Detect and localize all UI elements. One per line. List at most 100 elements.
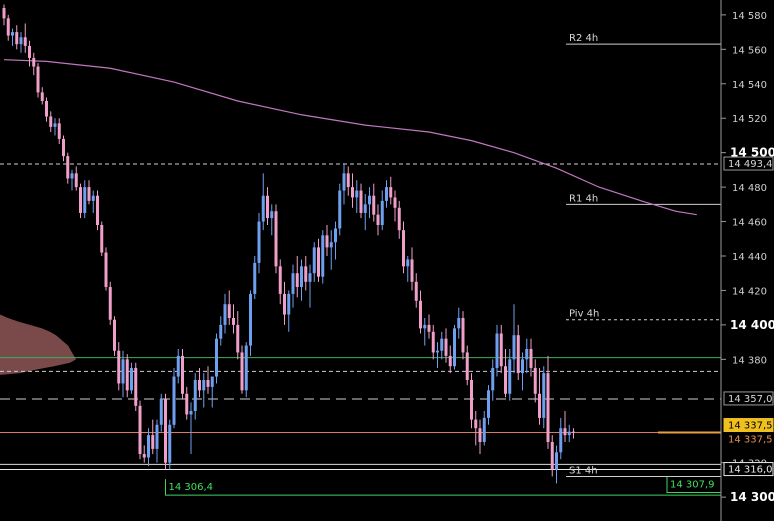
candle-body bbox=[474, 419, 478, 429]
candle-body bbox=[45, 101, 48, 117]
candle-body bbox=[6, 18, 10, 36]
candle-body bbox=[499, 333, 503, 367]
candle-body bbox=[563, 428, 567, 436]
candle-body bbox=[249, 293, 252, 346]
candle-body bbox=[257, 221, 261, 263]
candle-body bbox=[283, 293, 286, 315]
pivot-level-label: R1 4h bbox=[569, 193, 598, 204]
price-markers: 14 493,4 14 357,0 14 337,5 14 337,5 14 316,0 bbox=[723, 156, 774, 477]
candle-body bbox=[521, 359, 524, 374]
price-marker-label: 14 493,4 bbox=[728, 159, 773, 170]
volume-profile-shape bbox=[0, 314, 76, 375]
candle-body bbox=[121, 359, 125, 384]
candle-body bbox=[278, 266, 282, 294]
candle-body bbox=[57, 123, 61, 139]
candle-body bbox=[104, 252, 108, 287]
candle-body bbox=[461, 318, 465, 353]
price-marker-box bbox=[723, 432, 774, 447]
candle-body bbox=[108, 287, 112, 320]
candle-body bbox=[457, 318, 461, 329]
candle-body bbox=[317, 247, 320, 277]
candle-body bbox=[32, 57, 36, 67]
candle-body bbox=[406, 259, 410, 267]
candle-body bbox=[478, 428, 482, 442]
candle-body bbox=[172, 376, 176, 425]
volume-profile bbox=[0, 314, 76, 375]
moving-average bbox=[3, 59, 697, 216]
candle-body bbox=[40, 92, 44, 101]
candle-body bbox=[308, 273, 312, 282]
candle-body bbox=[70, 173, 74, 179]
candle-body bbox=[436, 350, 439, 353]
candle-body bbox=[159, 398, 163, 425]
candle-body bbox=[321, 235, 325, 277]
candle-body bbox=[198, 380, 201, 391]
candle-body bbox=[83, 187, 87, 213]
candle-body bbox=[334, 228, 337, 243]
candle-body bbox=[525, 349, 529, 360]
candle-body bbox=[393, 197, 397, 208]
axis-tick-label: 14 300 bbox=[730, 490, 774, 504]
candle-body bbox=[168, 424, 172, 463]
candle-body bbox=[138, 405, 142, 455]
candle-body bbox=[508, 359, 512, 394]
candle-body bbox=[363, 204, 367, 213]
candle-body bbox=[28, 45, 31, 58]
candle-body bbox=[312, 247, 316, 274]
price-marker-label: 14 357,0 bbox=[728, 394, 773, 405]
price-marker-box bbox=[723, 418, 774, 433]
candle-body bbox=[236, 324, 240, 353]
axis-tick-label: 14 440 bbox=[732, 252, 767, 263]
candle-body bbox=[11, 32, 14, 36]
candle-body bbox=[300, 266, 303, 287]
candle-body bbox=[100, 225, 104, 253]
axis-tick-label: 14 460 bbox=[732, 218, 767, 229]
candle-body bbox=[346, 173, 350, 188]
candle-body bbox=[49, 116, 53, 127]
candle-body bbox=[91, 195, 95, 201]
candle-body bbox=[419, 300, 422, 329]
price-marker-box bbox=[723, 462, 774, 477]
low-price-label: 14 307,9 bbox=[670, 480, 715, 491]
candle-body bbox=[410, 259, 414, 282]
candle-body bbox=[74, 173, 78, 188]
level-labels: R2 4h R1 4h Piv 4h S1 4h 14 306,4 14 307,9 bbox=[169, 33, 715, 493]
candle-body bbox=[338, 190, 342, 229]
candle-body bbox=[470, 380, 473, 420]
candle-body bbox=[444, 338, 448, 356]
candle-body bbox=[270, 211, 274, 219]
low-marker-bracket bbox=[666, 476, 721, 494]
candle-body bbox=[253, 262, 257, 294]
candle-body bbox=[193, 380, 197, 411]
candle-body bbox=[465, 352, 469, 380]
candle-body bbox=[427, 324, 431, 332]
candle-body bbox=[372, 195, 376, 215]
candle-body bbox=[550, 442, 554, 470]
level-lines bbox=[0, 43, 721, 496]
candle-body bbox=[572, 431, 575, 433]
axis-tick-label: 14 520 bbox=[732, 114, 767, 125]
candle-body bbox=[130, 367, 133, 391]
pivot-level-label: Piv 4h bbox=[569, 309, 599, 320]
candle-body bbox=[15, 32, 19, 45]
price-marker-label: 14 337,5 bbox=[728, 421, 773, 432]
candle-body bbox=[342, 173, 346, 191]
axis-tick-label: 14 560 bbox=[732, 45, 767, 56]
low-price-label: 14 306,4 bbox=[169, 482, 214, 493]
candle-body bbox=[287, 293, 291, 315]
candle-body bbox=[62, 138, 65, 157]
candle-body bbox=[529, 349, 533, 368]
axis-tick-label: 14 400 bbox=[730, 318, 774, 332]
candle-body bbox=[567, 431, 571, 436]
candle-body bbox=[176, 355, 180, 377]
candle-body bbox=[546, 373, 550, 442]
candle-body bbox=[151, 435, 155, 449]
candle-body bbox=[189, 411, 193, 415]
candle-body bbox=[495, 333, 499, 368]
candle-body bbox=[448, 355, 452, 367]
axis-tick-label: 14 500 bbox=[730, 146, 774, 160]
candle-body bbox=[164, 398, 167, 463]
candle-body bbox=[206, 380, 210, 387]
